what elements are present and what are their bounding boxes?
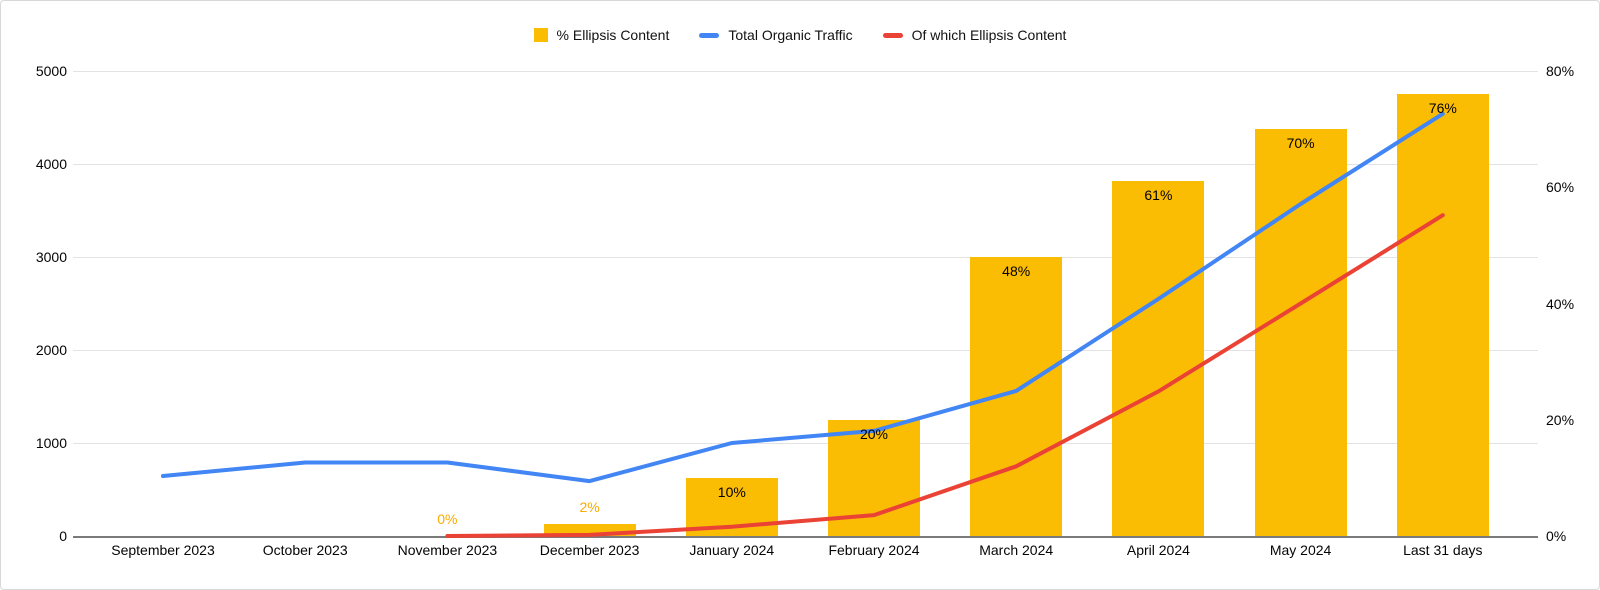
bar-data-label: 0% [437, 511, 458, 527]
bar-march-2024[interactable] [970, 257, 1063, 536]
left-axis-tick-label: 2000 [35, 342, 67, 358]
left-axis-tick-label: 5000 [35, 63, 67, 79]
right-axis-tick-label: 0% [1546, 528, 1567, 544]
x-axis-category-label: October 2023 [262, 542, 348, 558]
legend-item-of-which-ellipsis[interactable]: Of which Ellipsis Content [882, 27, 1067, 43]
legend-label: Total Organic Traffic [728, 27, 853, 43]
bar-series-swatch-icon [533, 28, 548, 42]
bar-may-2024[interactable] [1254, 129, 1347, 536]
x-axis-category-label: September 2023 [111, 542, 215, 558]
legend-item-ellipsis-percent[interactable]: % Ellipsis Content [533, 27, 670, 43]
legend-item-total-organic-traffic[interactable]: Total Organic Traffic [699, 27, 853, 43]
bar-data-label: 2% [579, 499, 600, 516]
right-axis-tick-label: 60% [1546, 179, 1575, 196]
left-axis-tick-label: 3000 [35, 249, 67, 265]
legend-label: % Ellipsis Content [556, 27, 670, 43]
x-axis-category-label: May 2024 [1269, 542, 1332, 558]
bar-data-label: 70% [1286, 135, 1315, 152]
gridline [73, 71, 1538, 72]
bar-data-label: 10% [717, 483, 746, 500]
legend-label: Of which Ellipsis Content [911, 27, 1067, 43]
x-axis-category-label: Last 31 days [1403, 542, 1483, 558]
bar-last-31-days[interactable] [1396, 94, 1489, 536]
red-line-swatch-icon [882, 32, 903, 38]
blue-line-swatch-icon [699, 32, 720, 38]
x-axis-category-label: January 2024 [689, 542, 775, 558]
bar-data-label: 76% [1428, 100, 1457, 117]
right-axis-tick-label: 40% [1546, 295, 1575, 312]
chart-legend: % Ellipsis Content Total Organic Traffic… [1, 27, 1599, 43]
line-total-organic-traffic [161, 111, 1445, 484]
bar-data-label: 61% [1144, 187, 1173, 204]
left-axis-tick-label: 0 [59, 528, 67, 544]
x-axis-category-label: February 2024 [828, 542, 920, 558]
bar-data-label: 20% [859, 425, 889, 442]
x-axis-category-label: March 2024 [979, 542, 1054, 558]
x-axis-category-label: November 2023 [397, 542, 498, 558]
bar-data-label: 48% [1002, 263, 1031, 279]
x-axis-category-label: April 2024 [1126, 542, 1190, 558]
x-axis-baseline [73, 536, 1538, 538]
left-axis-tick-label: 4000 [35, 156, 67, 172]
right-axis-tick-label: 80% [1546, 63, 1575, 79]
bar-april-2024[interactable] [1112, 181, 1205, 536]
x-axis-category-label: December 2023 [539, 542, 640, 558]
bar-december-2023[interactable] [543, 524, 636, 536]
right-axis-tick-label: 20% [1546, 411, 1575, 428]
left-axis-tick-label: 1000 [35, 435, 67, 451]
